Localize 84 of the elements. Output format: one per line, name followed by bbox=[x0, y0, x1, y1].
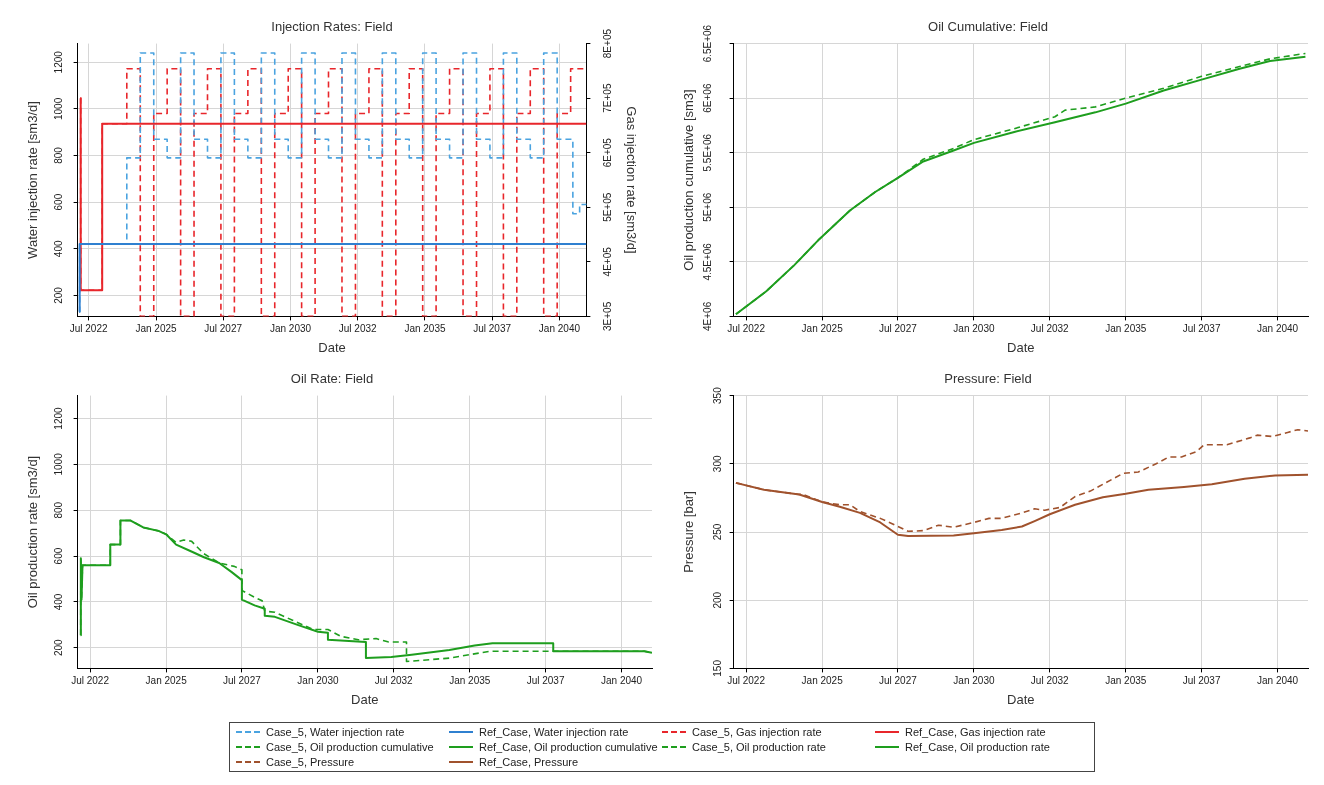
y2-axis-title: Gas injection rate [sm3/d] bbox=[623, 106, 639, 254]
y-tick-label: 4.5E+06 bbox=[701, 242, 713, 281]
x-tick-label: Jul 2027 bbox=[878, 675, 918, 687]
x-tick-label: Jul 2032 bbox=[1030, 675, 1070, 687]
chart-title: Injection Rates: Field bbox=[271, 19, 393, 35]
x-axis-title: Date bbox=[1007, 339, 1035, 355]
legend-label: Ref_Case, Oil production rate bbox=[905, 741, 1050, 753]
x-tick-label: Jul 2022 bbox=[727, 323, 766, 335]
y-tick-label: 800 bbox=[53, 501, 65, 519]
chart-title: Pressure: Field bbox=[944, 371, 1032, 387]
y-axis-title: Pressure [bar] bbox=[681, 491, 697, 573]
y-tick-label: 150 bbox=[712, 659, 724, 677]
x-tick-label: Jul 2032 bbox=[1030, 323, 1070, 335]
x-tick-label: Jan 2035 bbox=[1105, 675, 1147, 687]
y2-tick-label: 7E+05 bbox=[601, 83, 613, 113]
y2-tick-label: 5E+05 bbox=[601, 192, 613, 222]
y-tick-label: 4E+06 bbox=[701, 301, 713, 331]
y-tick-label: 200 bbox=[53, 286, 65, 304]
x-tick-label: Jan 2040 bbox=[600, 675, 643, 687]
legend-label: Ref_Case, Oil production cumulative bbox=[479, 741, 658, 753]
x-tick-label: Jan 2025 bbox=[135, 323, 178, 335]
x-tick-label: Jan 2035 bbox=[1105, 323, 1147, 335]
x-tick-label: Jan 2030 bbox=[953, 323, 995, 335]
x-tick-label: Jul 2032 bbox=[374, 675, 414, 687]
y-tick-label: 1200 bbox=[53, 406, 65, 430]
y-tick-label: 600 bbox=[53, 193, 65, 211]
y-tick-label: 1200 bbox=[53, 50, 65, 74]
x-tick-label: Jan 2025 bbox=[145, 675, 188, 687]
x-tick-label: Jul 2032 bbox=[338, 323, 377, 335]
y-tick-label: 250 bbox=[712, 523, 724, 541]
chart-title: Oil Cumulative: Field bbox=[928, 19, 1048, 35]
x-tick-label: Jul 2022 bbox=[727, 675, 766, 687]
legend-label: Case_5, Pressure bbox=[266, 756, 355, 768]
y-tick-label: 200 bbox=[53, 638, 65, 657]
legend-label: Case_5, Gas injection rate bbox=[692, 726, 822, 738]
x-tick-label: Jan 2040 bbox=[1256, 323, 1299, 335]
y-axis-title: Oil production cumulative [sm3] bbox=[681, 89, 697, 271]
x-tick-label: Jul 2037 bbox=[473, 323, 512, 335]
legend-label: Case_5, Water injection rate bbox=[266, 726, 405, 738]
y-tick-label: 350 bbox=[712, 386, 724, 404]
y-tick-label: 400 bbox=[53, 593, 65, 611]
x-tick-label: Jan 2030 bbox=[269, 323, 312, 335]
legend-label: Case_5, Oil production rate bbox=[692, 741, 826, 753]
y-axis-title: Water injection rate [sm3/d] bbox=[25, 101, 41, 259]
x-tick-label: Jul 2022 bbox=[69, 323, 108, 335]
y2-tick-label: 4E+05 bbox=[601, 246, 613, 277]
y-tick-label: 600 bbox=[53, 547, 65, 565]
x-axis-title: Date bbox=[1007, 691, 1035, 707]
y-tick-label: 5E+06 bbox=[701, 192, 713, 222]
y2-tick-label: 8E+05 bbox=[601, 28, 613, 59]
x-tick-label: Jan 2030 bbox=[297, 675, 339, 687]
x-axis-title: Date bbox=[351, 691, 379, 707]
x-tick-label: Jul 2037 bbox=[1182, 675, 1221, 687]
y-axis-title: Oil production rate [sm3/d] bbox=[25, 455, 41, 609]
x-tick-label: Jan 2035 bbox=[404, 323, 446, 335]
x-tick-label: Jul 2037 bbox=[526, 675, 565, 687]
y-tick-label: 1000 bbox=[53, 97, 65, 121]
chart-title: Oil Rate: Field bbox=[290, 371, 374, 387]
x-tick-label: Jan 2035 bbox=[449, 675, 491, 687]
legend-label: Case_5, Oil production cumulative bbox=[266, 741, 434, 753]
x-tick-label: Jul 2027 bbox=[204, 323, 243, 335]
x-tick-label: Jan 2040 bbox=[1256, 675, 1299, 687]
x-tick-label: Jan 2025 bbox=[801, 675, 844, 687]
x-tick-label: Jan 2025 bbox=[801, 323, 844, 335]
x-tick-label: Jul 2022 bbox=[71, 675, 110, 687]
y-tick-label: 6.5E+06 bbox=[701, 24, 713, 63]
legend-label: Ref_Case, Water injection rate bbox=[479, 726, 629, 738]
x-tick-label: Jul 2037 bbox=[1182, 323, 1221, 335]
x-axis-title: Date bbox=[318, 339, 346, 355]
y-tick-label: 5.5E+06 bbox=[701, 133, 713, 172]
y-tick-label: 200 bbox=[712, 591, 724, 609]
y2-tick-label: 6E+05 bbox=[601, 137, 613, 168]
y-tick-label: 400 bbox=[53, 240, 65, 258]
x-tick-label: Jan 2030 bbox=[953, 675, 995, 687]
y2-tick-label: 3E+05 bbox=[601, 301, 613, 331]
legend-label: Ref_Case, Gas injection rate bbox=[905, 726, 1046, 738]
y-tick-label: 1000 bbox=[53, 452, 65, 476]
x-tick-label: Jan 2040 bbox=[538, 323, 581, 335]
y-tick-label: 300 bbox=[712, 455, 724, 473]
y-tick-label: 800 bbox=[53, 146, 65, 164]
x-tick-label: Jul 2027 bbox=[878, 323, 918, 335]
y-tick-label: 6E+06 bbox=[701, 83, 713, 113]
x-tick-label: Jul 2027 bbox=[222, 675, 262, 687]
legend-label: Ref_Case, Pressure bbox=[479, 756, 579, 768]
